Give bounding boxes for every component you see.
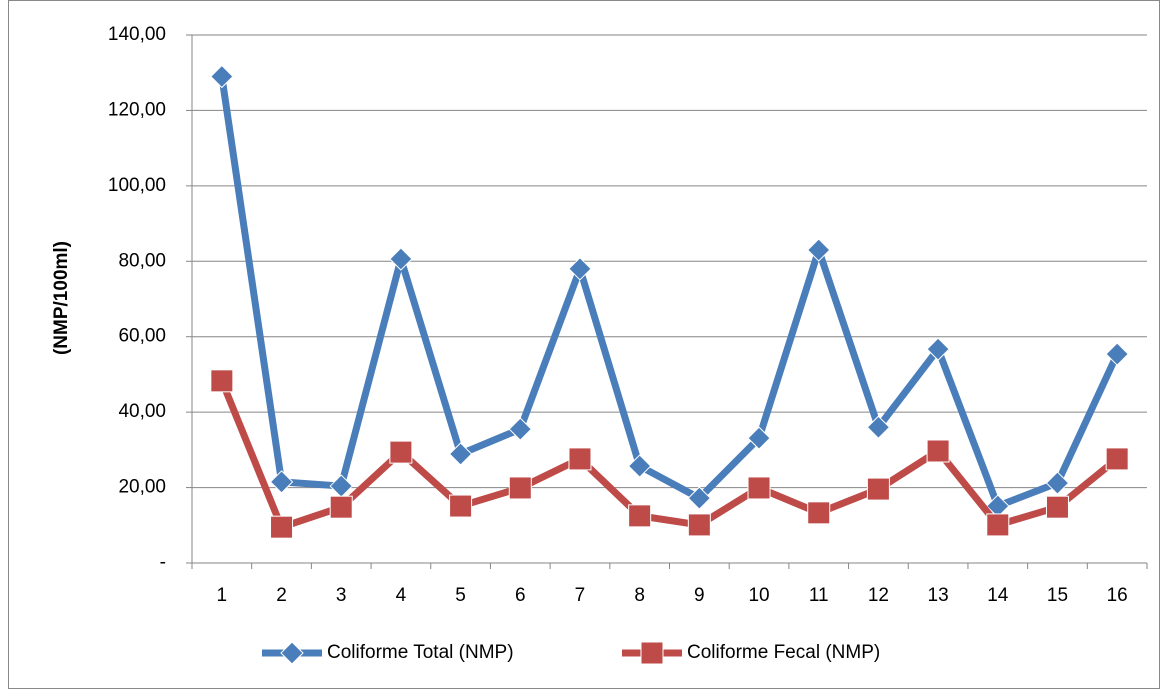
x-tick-label: 14 bbox=[987, 585, 1009, 606]
x-tick-label: 8 bbox=[634, 585, 645, 606]
legend-label: Coliforme Total (NMP) bbox=[327, 642, 514, 663]
y-tick-label: 140,00 bbox=[108, 24, 166, 45]
x-tick-label: 16 bbox=[1107, 585, 1128, 606]
x-tick-label: 5 bbox=[455, 585, 466, 606]
data-point bbox=[270, 515, 294, 539]
data-point bbox=[866, 477, 890, 501]
data-point bbox=[807, 501, 831, 525]
data-point bbox=[1045, 495, 1069, 519]
data-point bbox=[747, 476, 771, 500]
data-point bbox=[389, 247, 413, 271]
data-point bbox=[1105, 447, 1129, 471]
data-point bbox=[926, 439, 950, 463]
data-point bbox=[210, 64, 234, 89]
data-point bbox=[1045, 471, 1070, 495]
x-tick-label: 6 bbox=[515, 585, 526, 606]
data-point bbox=[508, 476, 532, 500]
series-line bbox=[218, 379, 1120, 531]
data-point bbox=[986, 513, 1010, 537]
x-tick-label: 4 bbox=[396, 585, 407, 606]
y-axis-title: (NMP/100ml) bbox=[51, 241, 72, 355]
x-tick-label: 1 bbox=[217, 585, 228, 606]
data-point bbox=[627, 454, 652, 478]
data-point bbox=[747, 426, 771, 450]
data-point bbox=[628, 504, 652, 528]
data-point bbox=[448, 442, 473, 466]
legend-label: Coliforme Fecal (NMP) bbox=[687, 642, 880, 663]
chart-border bbox=[8, 0, 1160, 689]
y-tick-label: 80,00 bbox=[118, 250, 166, 271]
y-tick-label: - bbox=[160, 552, 166, 573]
data-point bbox=[508, 417, 532, 441]
data-point bbox=[568, 257, 592, 281]
data-point bbox=[449, 494, 473, 518]
x-tick-label: 12 bbox=[868, 585, 889, 606]
y-tick-label: 60,00 bbox=[118, 326, 166, 347]
x-tick-label: 11 bbox=[809, 585, 829, 606]
y-tick-label: 40,00 bbox=[118, 401, 166, 422]
x-tick-label: 7 bbox=[575, 585, 586, 606]
legend-marker bbox=[280, 641, 304, 665]
x-tick-label: 2 bbox=[276, 585, 287, 606]
x-tick-label: 9 bbox=[694, 585, 705, 606]
data-point bbox=[568, 447, 592, 471]
data-point bbox=[389, 440, 413, 464]
y-tick-label: 100,00 bbox=[108, 175, 166, 196]
data-point bbox=[926, 337, 950, 361]
x-tick-label: 15 bbox=[1047, 585, 1068, 606]
x-tick-label: 3 bbox=[336, 585, 347, 606]
y-tick-label: 20,00 bbox=[118, 477, 166, 498]
data-point bbox=[269, 470, 294, 494]
data-point bbox=[687, 486, 712, 510]
data-point bbox=[1105, 342, 1129, 366]
series-line bbox=[218, 75, 1121, 510]
x-tick-label: 13 bbox=[928, 585, 949, 606]
x-tick-label: 10 bbox=[748, 585, 769, 606]
data-point bbox=[210, 369, 234, 393]
data-point bbox=[687, 513, 711, 537]
data-point bbox=[807, 238, 831, 262]
data-point bbox=[329, 495, 353, 519]
legend-marker bbox=[640, 641, 664, 665]
data-point bbox=[866, 415, 891, 439]
y-tick-label: 120,00 bbox=[108, 99, 166, 120]
